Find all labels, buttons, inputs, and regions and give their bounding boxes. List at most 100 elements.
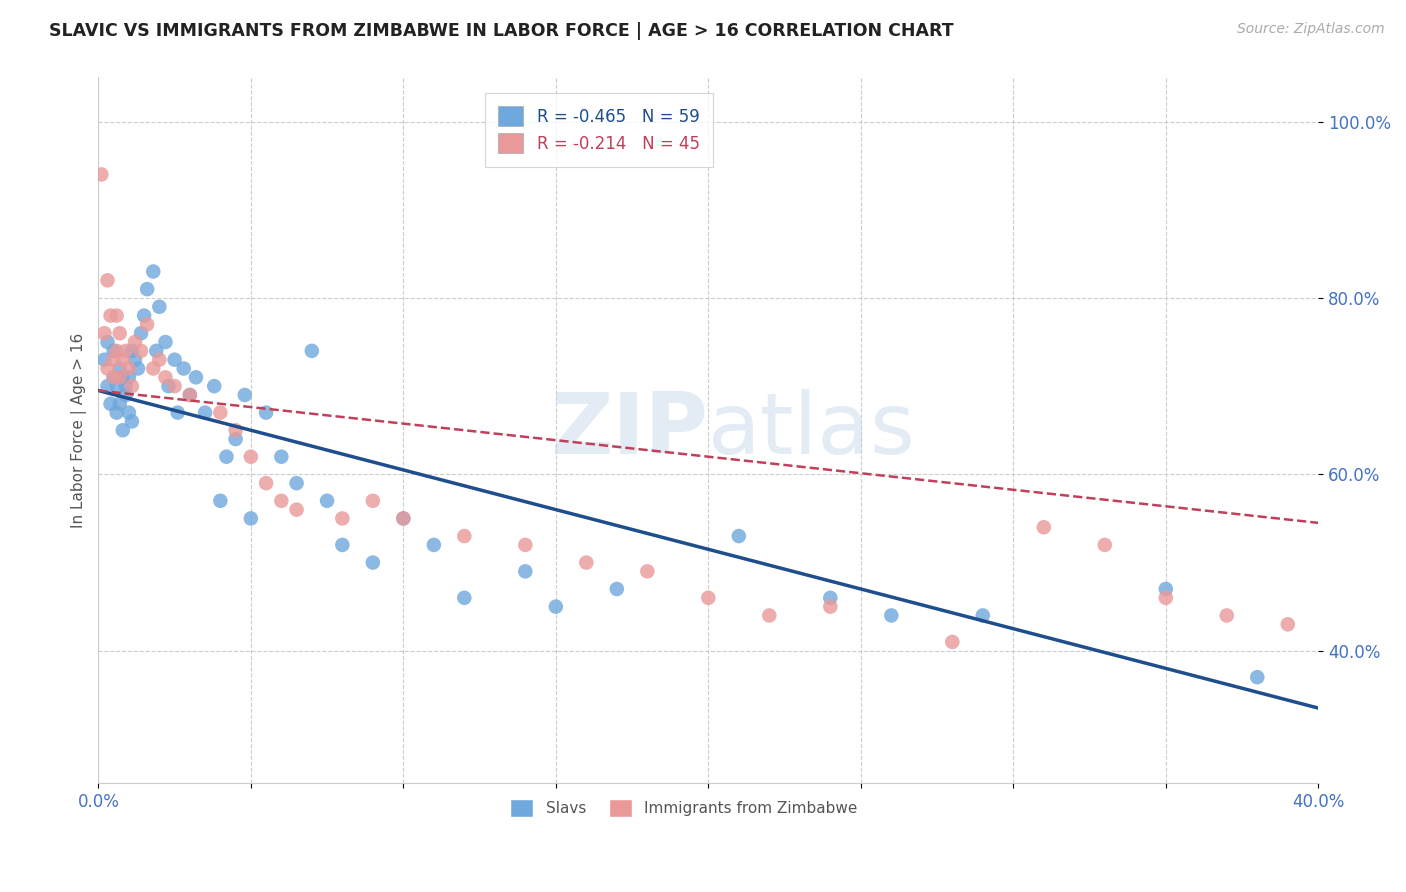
Point	[179, 388, 201, 402]
Point	[233, 388, 256, 402]
Text: SLAVIC VS IMMIGRANTS FROM ZIMBABWE IN LABOR FORCE | AGE > 16 CORRELATION CHART: SLAVIC VS IMMIGRANTS FROM ZIMBABWE IN LA…	[49, 22, 953, 40]
Point	[114, 388, 136, 402]
Point	[127, 361, 149, 376]
Point	[93, 326, 115, 341]
Point	[544, 599, 567, 614]
Point	[108, 326, 131, 341]
Point	[114, 379, 136, 393]
Point	[121, 379, 143, 393]
Point	[209, 493, 232, 508]
Point	[270, 493, 292, 508]
Point	[111, 352, 134, 367]
Point	[173, 361, 195, 376]
Point	[184, 370, 207, 384]
Point	[155, 334, 177, 349]
Legend: Slavs, Immigrants from Zimbabwe: Slavs, Immigrants from Zimbabwe	[503, 791, 865, 825]
Point	[1032, 520, 1054, 534]
Point	[124, 352, 146, 367]
Point	[136, 282, 159, 296]
Point	[136, 318, 159, 332]
Point	[142, 264, 165, 278]
Point	[100, 397, 122, 411]
Point	[270, 450, 292, 464]
Point	[90, 168, 112, 182]
Point	[118, 406, 141, 420]
Point	[423, 538, 446, 552]
Point	[114, 343, 136, 358]
Point	[515, 538, 537, 552]
Text: atlas: atlas	[709, 389, 917, 472]
Point	[254, 476, 277, 491]
Point	[209, 406, 232, 420]
Point	[225, 423, 247, 437]
Point	[453, 529, 475, 543]
Point	[142, 361, 165, 376]
Point	[103, 370, 125, 384]
Point	[96, 361, 118, 376]
Point	[202, 379, 225, 393]
Point	[285, 502, 308, 516]
Point	[148, 352, 170, 367]
Point	[105, 406, 128, 420]
Point	[301, 343, 323, 358]
Point	[118, 370, 141, 384]
Point	[758, 608, 780, 623]
Point	[575, 556, 598, 570]
Point	[1216, 608, 1239, 623]
Point	[163, 379, 186, 393]
Point	[103, 370, 125, 384]
Point	[820, 591, 842, 605]
Point	[103, 343, 125, 358]
Point	[145, 343, 167, 358]
Point	[155, 370, 177, 384]
Point	[1154, 582, 1177, 596]
Point	[239, 450, 262, 464]
Point	[100, 309, 122, 323]
Point	[179, 388, 201, 402]
Point	[111, 423, 134, 437]
Point	[105, 379, 128, 393]
Text: ZIP: ZIP	[551, 389, 709, 472]
Point	[606, 582, 628, 596]
Point	[166, 406, 188, 420]
Point	[121, 343, 143, 358]
Point	[330, 511, 353, 525]
Point	[148, 300, 170, 314]
Point	[880, 608, 903, 623]
Point	[103, 352, 125, 367]
Point	[225, 432, 247, 446]
Point	[132, 309, 155, 323]
Point	[118, 361, 141, 376]
Point	[108, 397, 131, 411]
Point	[215, 450, 238, 464]
Point	[453, 591, 475, 605]
Point	[697, 591, 720, 605]
Point	[727, 529, 749, 543]
Point	[124, 334, 146, 349]
Point	[361, 556, 384, 570]
Point	[105, 309, 128, 323]
Point	[316, 493, 339, 508]
Point	[121, 414, 143, 428]
Point	[636, 565, 658, 579]
Point	[108, 370, 131, 384]
Point	[194, 406, 217, 420]
Point	[239, 511, 262, 525]
Point	[1094, 538, 1116, 552]
Text: Source: ZipAtlas.com: Source: ZipAtlas.com	[1237, 22, 1385, 37]
Point	[108, 361, 131, 376]
Point	[1246, 670, 1268, 684]
Point	[972, 608, 994, 623]
Point	[361, 493, 384, 508]
Point	[330, 538, 353, 552]
Y-axis label: In Labor Force | Age > 16: In Labor Force | Age > 16	[72, 333, 87, 528]
Point	[157, 379, 180, 393]
Point	[93, 352, 115, 367]
Point	[96, 273, 118, 287]
Point	[105, 343, 128, 358]
Point	[111, 370, 134, 384]
Point	[285, 476, 308, 491]
Point	[820, 599, 842, 614]
Point	[129, 326, 152, 341]
Point	[254, 406, 277, 420]
